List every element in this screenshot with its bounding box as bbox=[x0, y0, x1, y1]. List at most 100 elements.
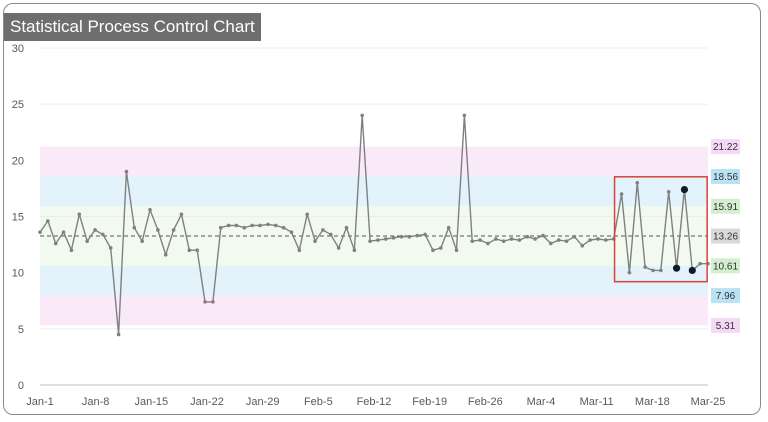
data-point bbox=[297, 248, 302, 252]
data-point bbox=[108, 246, 113, 250]
highlighted-point bbox=[680, 185, 689, 194]
data-point bbox=[171, 228, 176, 232]
data-point bbox=[360, 113, 365, 118]
data-point bbox=[218, 225, 223, 230]
limit-badge bbox=[711, 198, 740, 214]
limit-badge bbox=[711, 139, 740, 155]
x-tick-label: Jan-1 bbox=[26, 396, 54, 408]
data-point bbox=[423, 232, 427, 237]
data-point bbox=[179, 212, 184, 217]
data-point bbox=[203, 300, 207, 304]
limit-badge bbox=[711, 317, 740, 333]
x-tick-label: Mar-25 bbox=[691, 396, 726, 408]
data-point bbox=[148, 207, 152, 212]
limit-label: 5.31 bbox=[716, 321, 736, 332]
data-point bbox=[431, 248, 435, 252]
data-point bbox=[38, 230, 42, 235]
data-point bbox=[328, 232, 333, 237]
limit-label: 18.56 bbox=[713, 172, 738, 183]
data-point bbox=[580, 243, 585, 248]
data-point bbox=[163, 252, 168, 257]
data-point bbox=[376, 238, 380, 242]
limit-badge bbox=[711, 258, 740, 274]
data-point bbox=[289, 230, 294, 235]
x-tick-label: Mar-18 bbox=[635, 396, 670, 408]
data-point bbox=[666, 189, 671, 194]
data-point bbox=[321, 228, 325, 232]
y-tick-label: 15 bbox=[12, 212, 24, 224]
data-point bbox=[446, 225, 451, 230]
x-tick-label: Mar-4 bbox=[527, 396, 556, 408]
data-point bbox=[305, 212, 310, 217]
limit-label: 7.96 bbox=[716, 291, 736, 302]
data-point bbox=[336, 246, 341, 250]
data-point bbox=[698, 261, 702, 266]
y-tick-label: 20 bbox=[12, 155, 24, 167]
series-group bbox=[38, 113, 710, 337]
data-point bbox=[494, 237, 498, 241]
data-point bbox=[596, 237, 600, 241]
data-point bbox=[85, 239, 89, 244]
data-point bbox=[635, 181, 640, 185]
data-point bbox=[77, 212, 82, 217]
limit-badge bbox=[711, 169, 740, 185]
y-tick-label: 0 bbox=[18, 380, 24, 392]
x-tick-label: Jan-8 bbox=[82, 396, 110, 408]
data-point bbox=[93, 228, 97, 232]
data-point bbox=[344, 225, 349, 230]
highlighted-point bbox=[672, 264, 681, 272]
data-point bbox=[462, 113, 467, 118]
x-tick-label: Feb-19 bbox=[412, 396, 447, 408]
data-point bbox=[53, 241, 58, 246]
data-point bbox=[101, 232, 105, 237]
data-point bbox=[258, 223, 262, 228]
data-point bbox=[588, 238, 592, 242]
zone-lower-c bbox=[40, 295, 708, 326]
data-point bbox=[517, 238, 522, 242]
data-point bbox=[140, 239, 144, 244]
data-point bbox=[281, 225, 286, 230]
data-point bbox=[156, 228, 160, 232]
zone-upper-b bbox=[40, 176, 708, 207]
x-tick-label: Feb-5 bbox=[304, 396, 333, 408]
data-point bbox=[556, 238, 561, 242]
data-point bbox=[234, 223, 239, 228]
data-point bbox=[525, 234, 530, 239]
data-point bbox=[211, 300, 215, 304]
data-point bbox=[604, 238, 608, 242]
data-point bbox=[116, 332, 121, 337]
data-point bbox=[651, 268, 655, 273]
data-point bbox=[61, 230, 66, 235]
y-tick-label: 30 bbox=[12, 43, 24, 55]
data-point bbox=[195, 248, 199, 252]
data-point bbox=[572, 234, 577, 239]
data-point bbox=[383, 237, 388, 241]
y-tick-label: 10 bbox=[12, 268, 24, 280]
gridlines bbox=[40, 47, 708, 386]
data-point bbox=[69, 248, 74, 252]
limit-label: 10.61 bbox=[713, 261, 738, 272]
y-tick-label: 25 bbox=[12, 99, 24, 111]
data-point bbox=[132, 225, 137, 230]
data-point bbox=[273, 223, 278, 228]
limit-label: 21.22 bbox=[713, 142, 738, 153]
data-point bbox=[486, 241, 490, 246]
data-point bbox=[187, 248, 192, 252]
data-point bbox=[226, 223, 231, 228]
data-point bbox=[478, 238, 482, 242]
data-point bbox=[352, 248, 357, 252]
x-axis-ticks: Jan-1 Jan-8 Jan-15 Jan-22 Jan-29 Feb-5 Feb-12 F… bbox=[26, 396, 725, 408]
highlight-group bbox=[613, 176, 708, 283]
limit-badge bbox=[711, 288, 740, 304]
data-point bbox=[399, 234, 404, 239]
x-tick-label: Jan-29 bbox=[246, 396, 280, 408]
limit-label: 15.91 bbox=[713, 202, 738, 213]
x-tick-label: Feb-26 bbox=[468, 396, 503, 408]
data-point bbox=[439, 246, 443, 250]
data-point bbox=[415, 233, 420, 238]
data-point bbox=[313, 239, 317, 244]
data-point bbox=[407, 234, 412, 239]
data-point bbox=[659, 268, 663, 273]
data-point bbox=[454, 248, 459, 252]
